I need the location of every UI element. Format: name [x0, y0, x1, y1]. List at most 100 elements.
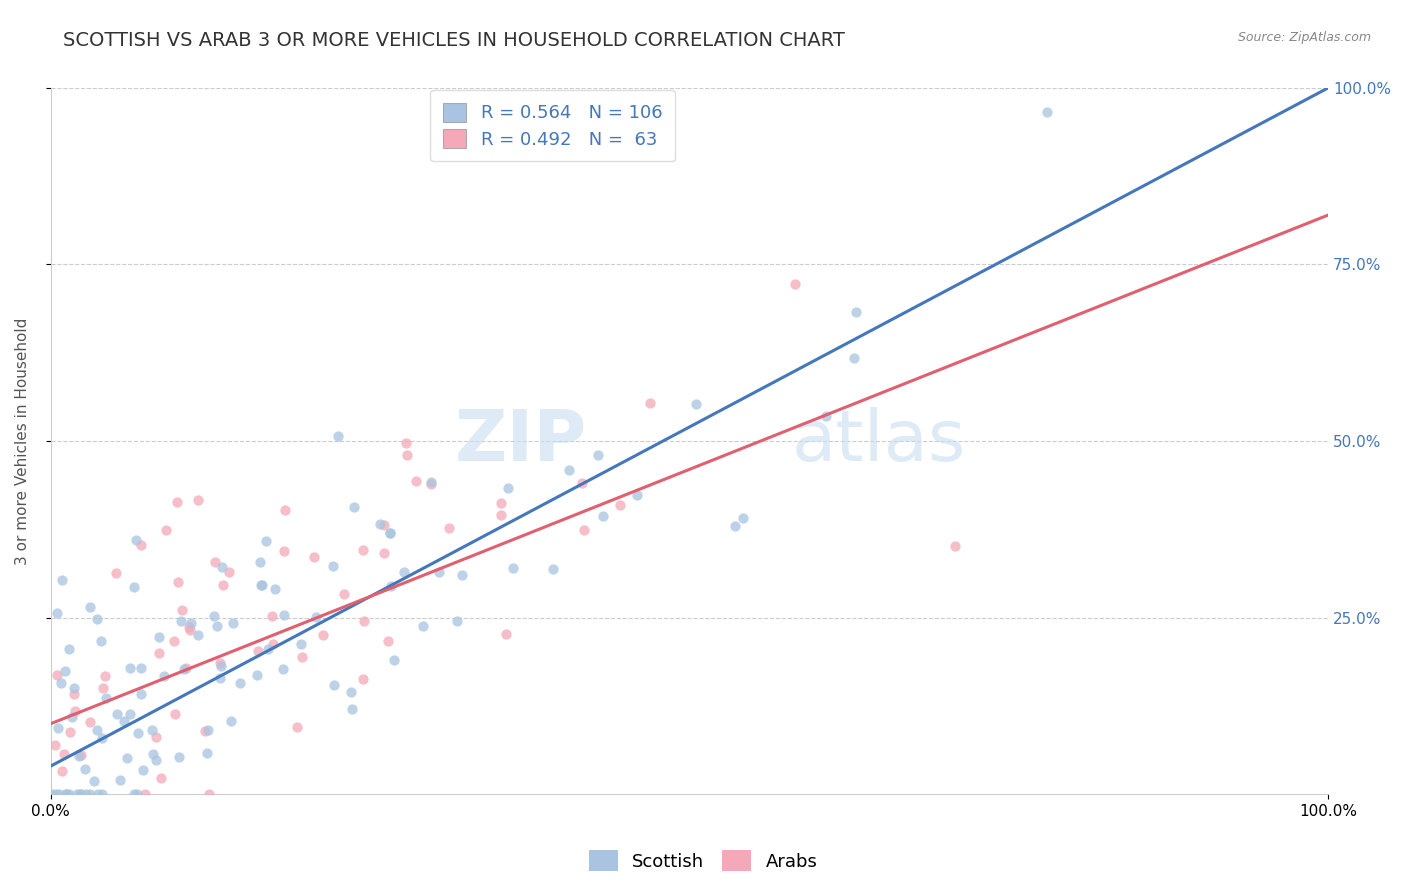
Point: [173, 662, 195, 676]
Point: [180, 615, 202, 630]
Point: [166, 495, 188, 509]
Point: [45, 787, 67, 801]
Point: [129, 538, 152, 552]
Point: [63, 704, 86, 718]
Point: [290, 638, 312, 652]
Point: [90, 731, 112, 746]
Point: [127, 726, 149, 740]
Point: [198, 787, 221, 801]
Point: [322, 678, 344, 692]
Point: [249, 577, 271, 591]
Point: [395, 436, 418, 450]
Y-axis label: 3 or more Vehicles in Household: 3 or more Vehicles in Household: [15, 318, 30, 565]
Point: [75, 762, 97, 776]
Point: [246, 668, 269, 682]
Point: [170, 614, 193, 628]
Point: [571, 476, 593, 491]
Point: [212, 577, 235, 591]
Point: [58, 787, 80, 801]
Point: [167, 575, 190, 590]
Point: [46, 721, 69, 735]
Point: [79, 787, 101, 801]
Point: [352, 543, 374, 558]
Point: [60, 710, 83, 724]
Point: [51, 574, 73, 588]
Point: [118, 707, 141, 722]
Point: [120, 661, 142, 675]
Point: [187, 493, 209, 508]
Point: [208, 671, 231, 685]
Point: [167, 749, 190, 764]
Point: [368, 517, 391, 532]
Point: [340, 702, 363, 716]
Point: [373, 518, 395, 533]
Point: [131, 687, 153, 701]
Point: [219, 714, 242, 728]
Point: [340, 685, 363, 699]
Point: [352, 672, 374, 686]
Point: [79, 599, 101, 614]
Point: [723, 518, 745, 533]
Point: [257, 641, 280, 656]
Point: [783, 277, 806, 291]
Point: [115, 751, 138, 765]
Point: [83, 773, 105, 788]
Point: [177, 620, 200, 634]
Point: [502, 561, 524, 575]
Point: [322, 558, 344, 573]
Point: [179, 623, 201, 637]
Point: [254, 534, 277, 549]
Point: [685, 397, 707, 411]
Point: [326, 429, 349, 443]
Point: [489, 508, 512, 523]
Point: [249, 555, 271, 569]
Point: [845, 305, 868, 319]
Point: [382, 653, 405, 667]
Point: [165, 706, 187, 721]
Point: [91, 787, 114, 801]
Point: [638, 395, 661, 409]
Point: [495, 627, 517, 641]
Point: [94, 690, 117, 705]
Point: [108, 773, 131, 788]
Point: [437, 521, 460, 535]
Point: [148, 646, 170, 660]
Point: [222, 616, 245, 631]
Point: [52, 747, 75, 761]
Point: [394, 565, 416, 579]
Point: [45, 606, 67, 620]
Point: [450, 568, 472, 582]
Point: [94, 669, 117, 683]
Point: [305, 610, 328, 624]
Point: [626, 488, 648, 502]
Point: [142, 747, 165, 761]
Point: [59, 725, 82, 739]
Point: [1036, 104, 1059, 119]
Point: [55, 787, 77, 801]
Point: [149, 771, 172, 785]
Point: [211, 560, 233, 574]
Point: [58, 642, 80, 657]
Point: [262, 636, 284, 650]
Point: [48, 787, 70, 801]
Point: [419, 477, 441, 491]
Point: [378, 525, 401, 540]
Point: [380, 579, 402, 593]
Point: [163, 634, 186, 648]
Point: [51, 764, 73, 778]
Point: [195, 746, 218, 760]
Point: [125, 533, 148, 547]
Point: [412, 618, 434, 632]
Point: [378, 526, 401, 541]
Point: [588, 448, 610, 462]
Point: [90, 633, 112, 648]
Point: [247, 643, 270, 657]
Point: [814, 409, 837, 423]
Point: [69, 787, 91, 801]
Point: [125, 787, 148, 801]
Point: [496, 481, 519, 495]
Text: ZIP: ZIP: [456, 407, 588, 475]
Point: [273, 662, 295, 676]
Point: [218, 565, 240, 579]
Point: [572, 523, 595, 537]
